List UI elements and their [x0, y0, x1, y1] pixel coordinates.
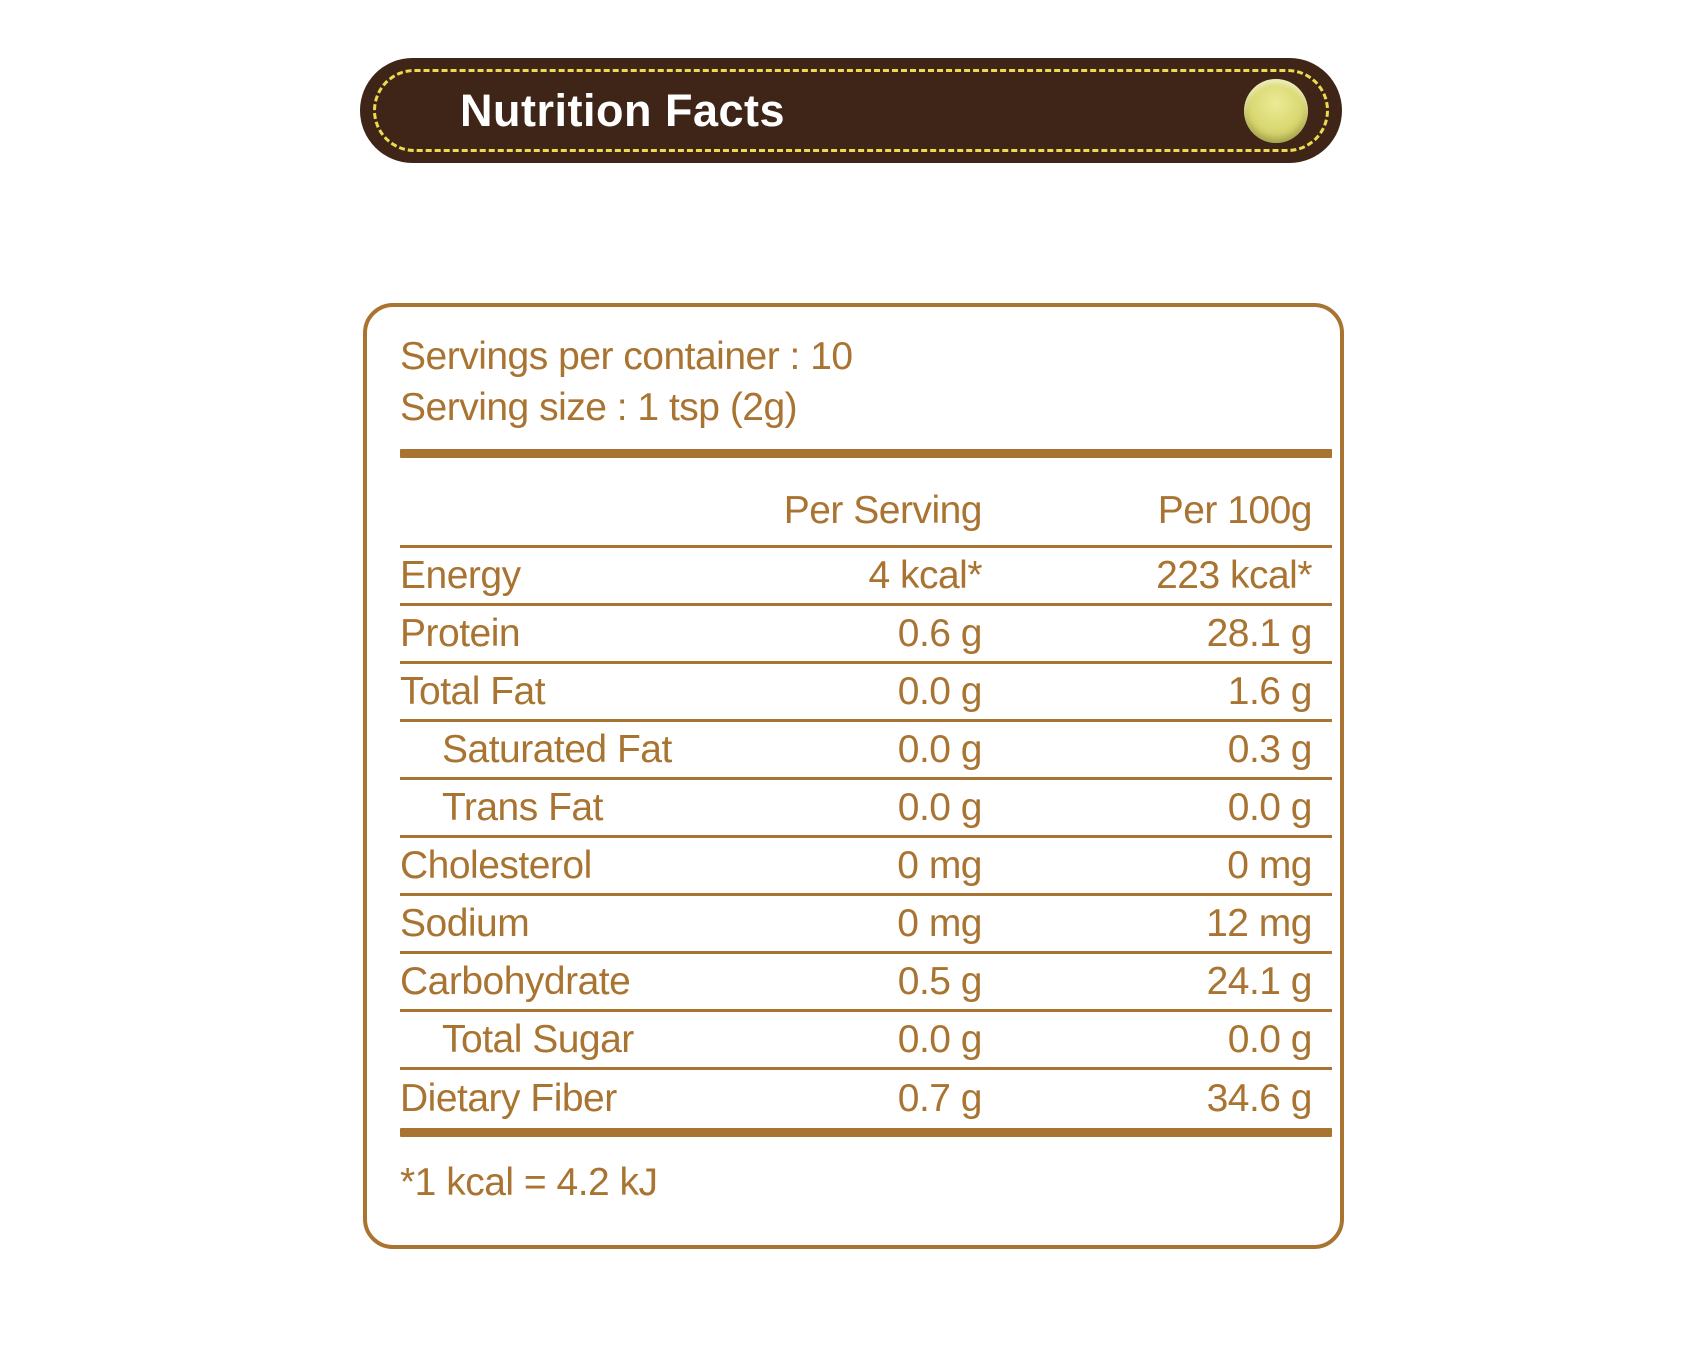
row-per-100g-value: 0.3 g — [1227, 727, 1313, 771]
row-label: Total Sugar — [442, 1017, 634, 1061]
table-header-row: Per Serving Per 100g — [400, 458, 1332, 548]
nutrition-row-cholesterol: Cholesterol 0 mg 0 mg — [400, 838, 1332, 896]
servings-per-container-text: Servings per container : 10 — [400, 335, 853, 378]
divider-thick-top — [400, 449, 1332, 458]
nutrition-row-dietary-fiber: Dietary Fiber 0.7 g 34.6 g — [400, 1070, 1332, 1128]
nutrition-row-total-sugar: Total Sugar 0.0 g 0.0 g — [400, 1012, 1332, 1070]
row-per-serving-value: 0.0 g — [897, 1017, 983, 1061]
row-label: Cholesterol — [400, 843, 592, 887]
page-title: Nutrition Facts — [460, 84, 786, 136]
row-per-serving-value: 0.6 g — [897, 611, 983, 655]
nutrition-header-badge: Nutrition Facts — [360, 58, 1342, 163]
nutrition-row-protein: Protein 0.6 g 28.1 g — [400, 606, 1332, 664]
row-per-serving-value: 0 mg — [897, 843, 982, 887]
table-body: Energy 4 kcal* 223 kcal* Protein 0.6 g 2… — [400, 548, 1332, 1128]
nutrition-row-carbohydrate: Carbohydrate 0.5 g 24.1 g — [400, 954, 1332, 1012]
row-label: Total Fat — [400, 669, 546, 713]
nutrition-row-energy: Energy 4 kcal* 223 kcal* — [400, 548, 1332, 606]
row-label: Energy — [400, 553, 521, 597]
nutrition-row-trans-fat: Trans Fat 0.0 g 0.0 g — [400, 780, 1332, 838]
stitch-dashed-border — [373, 69, 1329, 152]
row-per-serving-value: 4 kcal* — [868, 553, 982, 597]
row-per-serving-value: 0.0 g — [897, 669, 983, 713]
row-per-serving-value: 0.0 g — [897, 785, 983, 829]
row-per-100g-value: 1.6 g — [1227, 669, 1313, 713]
row-per-serving-value: 0 mg — [897, 901, 982, 945]
row-label: Saturated Fat — [442, 727, 672, 771]
row-per-100g-value: 0.0 g — [1227, 1017, 1313, 1061]
row-per-serving-value: 0.0 g — [897, 727, 983, 771]
row-label: Dietary Fiber — [400, 1077, 617, 1120]
row-per-100g-value: 223 kcal* — [1156, 553, 1312, 597]
row-per-100g-value: 12 mg — [1206, 901, 1312, 945]
row-per-100g-value: 0.0 g — [1227, 785, 1313, 829]
row-label: Trans Fat — [442, 785, 603, 829]
column-header-per-100g: Per 100g — [1157, 488, 1313, 532]
nutrition-table: Per Serving Per 100g Energy 4 kcal* 223 … — [400, 458, 1332, 1128]
nutrition-row-saturated-fat: Saturated Fat 0.0 g 0.3 g — [400, 722, 1332, 780]
row-per-100g-value: 0 mg — [1227, 843, 1312, 887]
row-per-100g-value: 34.6 g — [1206, 1077, 1313, 1120]
row-label: Carbohydrate — [400, 959, 631, 1003]
row-per-serving-value: 0.7 g — [897, 1077, 983, 1120]
kcal-conversion-note: *1 kcal = 4.2 kJ — [400, 1161, 658, 1204]
divider-thick-bottom — [400, 1128, 1332, 1137]
row-label: Protein — [400, 611, 521, 655]
row-per-serving-value: 0.5 g — [897, 959, 983, 1003]
snap-rivet-icon — [1244, 78, 1308, 143]
row-per-100g-value: 28.1 g — [1206, 611, 1313, 655]
serving-size-text: Serving size : 1 tsp (2g) — [400, 386, 798, 429]
column-header-per-serving: Per Serving — [783, 488, 983, 532]
row-per-100g-value: 24.1 g — [1206, 959, 1313, 1003]
nutrition-row-sodium: Sodium 0 mg 12 mg — [400, 896, 1332, 954]
nutrition-row-total-fat: Total Fat 0.0 g 1.6 g — [400, 664, 1332, 722]
nutrition-facts-panel: Servings per container : 10 Serving size… — [363, 303, 1344, 1249]
row-label: Sodium — [400, 901, 530, 945]
